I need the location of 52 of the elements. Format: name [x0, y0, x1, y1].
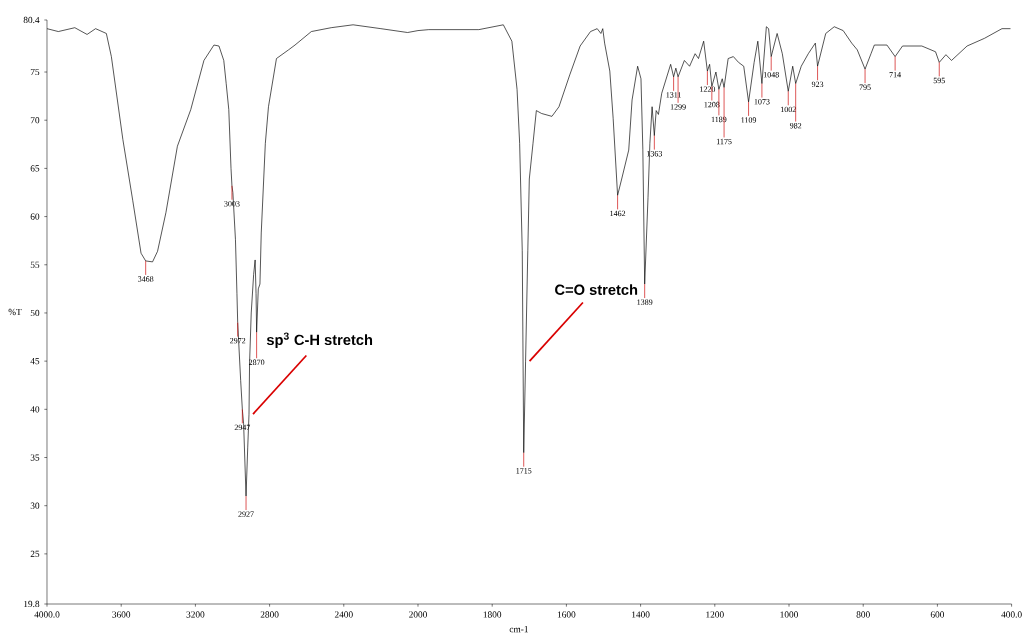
x-tick-label: 2400 — [334, 611, 353, 618]
y-tick-label: 70 — [30, 117, 40, 124]
annotation: 1715 — [516, 468, 532, 474]
y-tick-label: 55 — [30, 261, 40, 268]
annotation: 2927 — [238, 511, 254, 517]
annotation: 3468 — [138, 276, 154, 282]
x-tick-label: 1400 — [632, 611, 650, 618]
x-tick-label: 3200 — [186, 611, 205, 618]
annotation: 1220 — [700, 86, 716, 92]
annotation: 1462 — [610, 210, 626, 217]
x-axis-title: cm-1 — [509, 626, 528, 633]
annotation: 982 — [789, 122, 802, 129]
annotation: 1073 — [754, 98, 770, 105]
y-tick-label: 45 — [30, 358, 40, 365]
y-tick-label: 25 — [30, 550, 40, 558]
annotation: sp$^{3}$ C-H stretch — [266, 332, 373, 348]
annotation: 1175 — [716, 138, 732, 145]
y-axis-title: %T — [8, 308, 22, 316]
x-tick-label: 1200 — [706, 611, 724, 618]
x-tick-label: 4000.0 — [34, 611, 60, 618]
y-tick-label: 40 — [30, 406, 40, 413]
x-tick-label: 1600 — [557, 611, 576, 618]
x-tick-label: 3600 — [112, 611, 131, 618]
annotation: 714 — [889, 72, 901, 78]
annotation: 1311 — [666, 92, 681, 98]
annotation: 1109 — [741, 117, 757, 123]
annotation: 1389 — [637, 299, 653, 305]
annotation: 1189 — [711, 116, 727, 123]
annotation: 595 — [933, 77, 945, 84]
annotation: 1002 — [780, 106, 796, 113]
y-tick-label: 80.4 — [23, 16, 40, 24]
annotation: 923 — [811, 81, 824, 88]
annotation: 1299 — [670, 104, 686, 110]
annotation: 1048 — [763, 72, 779, 78]
annotation: C=O stretch — [555, 284, 638, 295]
annotation: 2972 — [230, 337, 246, 344]
x-tick-label: 1800 — [483, 611, 502, 618]
x-tick-label: 1000 — [780, 611, 798, 618]
y-tick-label: 30 — [30, 502, 40, 509]
y-tick-label: 50 — [30, 309, 40, 317]
y-tick-label: 35 — [30, 454, 40, 461]
y-tick-label: 75 — [30, 68, 40, 76]
annotation: 1208 — [704, 101, 720, 108]
annotation: 795 — [859, 84, 871, 90]
y-tick-label: 19.8 — [24, 600, 40, 608]
x-tick-label: 800 — [856, 611, 870, 618]
y-tick-label: 65 — [30, 165, 40, 172]
x-tick-label: 2800 — [260, 611, 279, 618]
x-tick-label: 600 — [930, 611, 945, 618]
y-tick-label: 60 — [30, 213, 40, 220]
x-tick-label: 400.0 — [1001, 611, 1022, 618]
x-tick-label: 2000 — [409, 611, 427, 618]
